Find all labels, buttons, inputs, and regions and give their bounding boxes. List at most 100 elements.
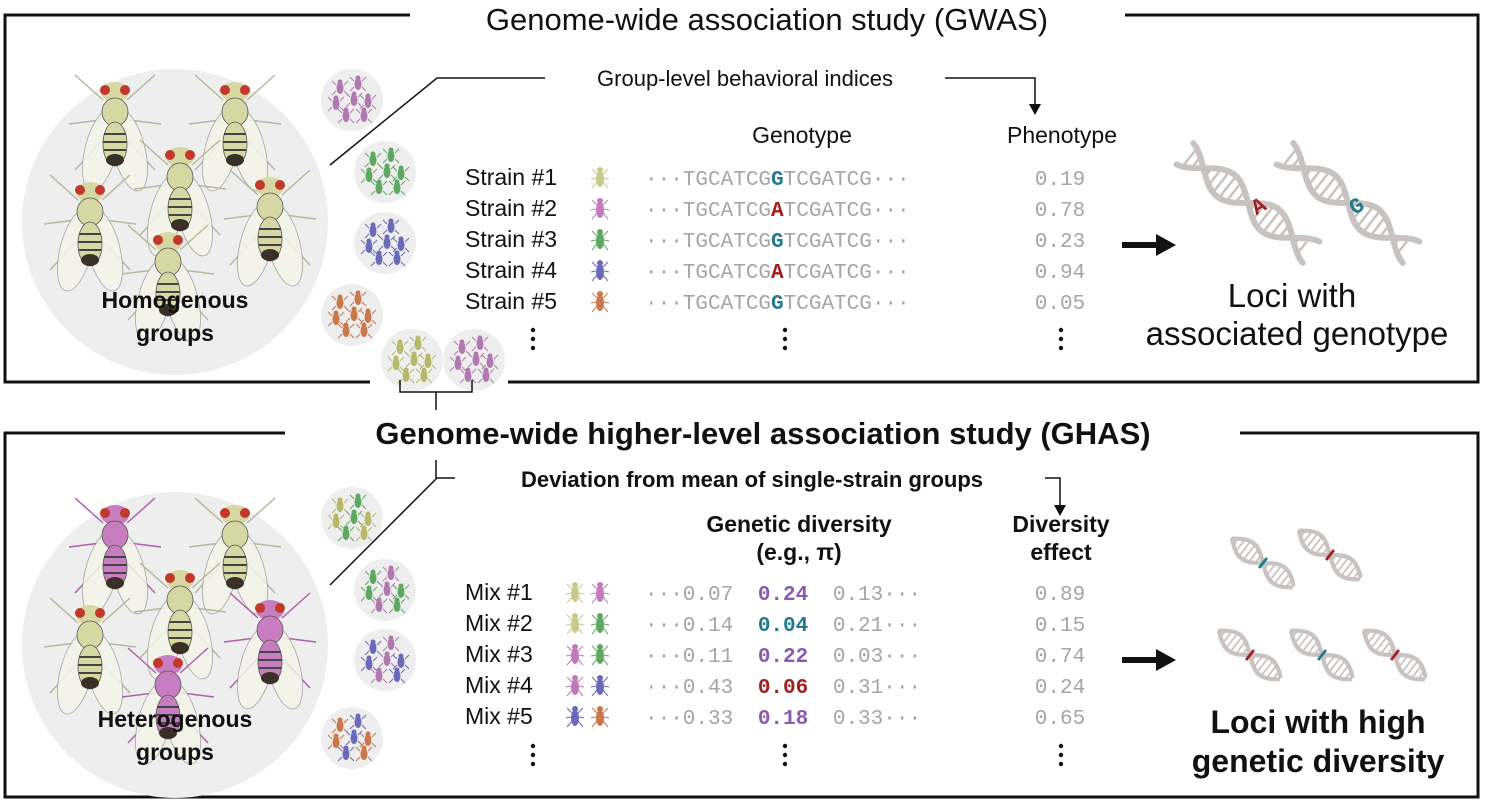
ghas-small-groups	[321, 487, 416, 769]
ghas-mix-rows: Mix #1 ···0.07 0.24 0.13··· 0.89 Mix #2 ···0…	[465, 579, 1085, 731]
homogenous-label-1: Homogenous	[102, 287, 249, 313]
large-fly-pink	[68, 497, 162, 615]
mix-group-1	[321, 487, 383, 549]
mix-fly-icon-b	[590, 613, 610, 635]
mix-row: Mix #4 ···0.43 0.06 0.31··· 0.24	[465, 672, 1085, 700]
mixing-groups	[381, 329, 505, 391]
phenotype-value: 0.05	[1035, 293, 1085, 316]
strain-label: Strain #3	[465, 226, 557, 252]
dna-helix-small	[1362, 628, 1428, 682]
dna-helix-small	[1217, 628, 1283, 682]
mix-label: Mix #2	[465, 610, 533, 636]
diversity-effect-value: 0.15	[1035, 615, 1085, 638]
gwas-index-arrow	[945, 77, 1036, 106]
ghas-frame	[3, 431, 1480, 799]
ghas-large-flies	[43, 497, 317, 765]
diversity-header-1: Genetic diversity	[706, 511, 892, 537]
dna-helix-small	[1230, 536, 1296, 590]
dna-helix-a	[1173, 140, 1323, 266]
strain-label: Strain #5	[465, 288, 557, 314]
mix-row: Mix #1 ···0.07 0.24 0.13··· 0.89	[465, 579, 1085, 607]
mix-fly-icon-a	[565, 582, 585, 604]
strain-row: Strain #5 ···TGCATCGGTCGATCG··· 0.05	[465, 288, 1085, 316]
ghas-result-arrowhead	[1156, 649, 1176, 671]
small-group-4	[321, 284, 383, 346]
mix-source-2	[443, 329, 505, 391]
diversity-header-2: (e.g., π)	[756, 539, 841, 565]
gwas-result-line-2: associated genotype	[1146, 315, 1449, 352]
gwas-title: Genome-wide association study (GWAS)	[486, 2, 1048, 37]
phenotype-value: 0.19	[1035, 169, 1085, 192]
strain-fly-icon	[590, 260, 610, 282]
strain-fly-icon	[590, 167, 610, 189]
ghas-index-connector	[329, 460, 455, 586]
strain-fly-icon	[590, 229, 610, 251]
strain-row: Strain #2 ···TGCATCGATCGATCG··· 0.78	[465, 195, 1085, 223]
phenotype-value: 0.78	[1035, 200, 1085, 223]
gwas-strain-rows: Strain #1 ···TGCATCGGTCGATCG··· 0.19Strain…	[465, 164, 1085, 316]
small-group-1	[321, 69, 383, 131]
effect-header-1: Diversity	[1012, 511, 1109, 537]
ghas-ellipsis	[530, 743, 1064, 767]
heterogenous-label-1: Heterogenous	[98, 706, 253, 732]
mix-group-4	[321, 707, 383, 769]
mix-source-1	[381, 329, 443, 391]
diversity-values: ···0.33 0.18 0.33···	[645, 708, 921, 731]
mix-fly-icon-a	[565, 675, 585, 697]
mix-group-2	[354, 559, 416, 621]
diversity-values: ···0.43 0.06 0.31···	[645, 677, 921, 700]
mix-row: Mix #5 ···0.33 0.18 0.33··· 0.65	[465, 703, 1085, 731]
strain-label: Strain #1	[465, 164, 557, 190]
diversity-effect-value: 0.65	[1035, 708, 1085, 731]
gwas-result-line-1: Loci with	[1228, 277, 1356, 314]
phenotype-value: 0.94	[1035, 262, 1085, 285]
effect-header-2: effect	[1030, 539, 1092, 565]
mix-fly-icon-a	[565, 644, 585, 666]
gwas-index-label: Group-level behavioral indices	[597, 66, 893, 91]
gwas-index-connector	[329, 77, 545, 166]
gwas-frame-right	[508, 13, 1480, 384]
diversity-values: ···0.11 0.22 0.03···	[645, 646, 921, 669]
genotype-sequence: ···TGCATCGATCGATCG···	[645, 262, 910, 285]
strain-row: Strain #3 ···TGCATCGGTCGATCG··· 0.23	[465, 226, 1085, 254]
strain-fly-icon	[590, 198, 610, 220]
mix-group-3	[354, 629, 416, 691]
homogenous-label-2: groups	[136, 320, 214, 346]
mix-bracket	[399, 380, 473, 410]
mix-fly-icon-b	[590, 644, 610, 666]
heterogenous-label-2: groups	[136, 739, 214, 765]
diversity-values: ···0.14 0.04 0.21···	[645, 615, 921, 638]
dna-helix-small	[1297, 528, 1363, 582]
mix-fly-icon-a	[565, 613, 585, 635]
genotype-sequence: ···TGCATCGGTCGATCG···	[645, 293, 910, 316]
diversity-effect-value: 0.89	[1035, 584, 1085, 607]
strain-fly-icon	[590, 291, 610, 313]
mix-fly-icon-b	[590, 706, 610, 728]
mix-label: Mix #3	[465, 641, 533, 667]
mix-label: Mix #1	[465, 579, 533, 605]
genotype-sequence: ···TGCATCGATCGATCG···	[645, 200, 910, 223]
mix-label: Mix #4	[465, 672, 533, 698]
small-group-2	[354, 141, 416, 203]
strain-label: Strain #2	[465, 195, 557, 221]
strain-row: Strain #1 ···TGCATCGGTCGATCG··· 0.19	[465, 164, 1085, 192]
phenotype-header: Phenotype	[1007, 122, 1117, 148]
ghas-result-line-2: genetic diversity	[1192, 743, 1445, 779]
gwas-small-groups	[321, 69, 416, 346]
mix-row: Mix #3 ···0.11 0.22 0.03··· 0.74	[465, 641, 1085, 669]
mix-row: Mix #2 ···0.14 0.04 0.21··· 0.15	[465, 610, 1085, 638]
dna-helix-small	[1289, 628, 1355, 682]
strain-label: Strain #4	[465, 257, 557, 283]
genotype-sequence: ···TGCATCGGTCGATCG···	[645, 169, 910, 192]
genotype-header: Genotype	[752, 122, 852, 148]
gwas-dna-helices	[1173, 140, 1423, 266]
ghas-result-line-1: Loci with high	[1210, 704, 1425, 740]
diversity-effect-value: 0.74	[1035, 646, 1085, 669]
diversity-values: ···0.07 0.24 0.13···	[645, 584, 921, 607]
gwas-frame-left	[3, 13, 410, 384]
gwas-index-arrowhead	[1029, 104, 1041, 115]
ghas-dna-helices	[1217, 528, 1428, 682]
phenotype-value: 0.23	[1035, 231, 1085, 254]
mix-fly-icon-b	[590, 582, 610, 604]
